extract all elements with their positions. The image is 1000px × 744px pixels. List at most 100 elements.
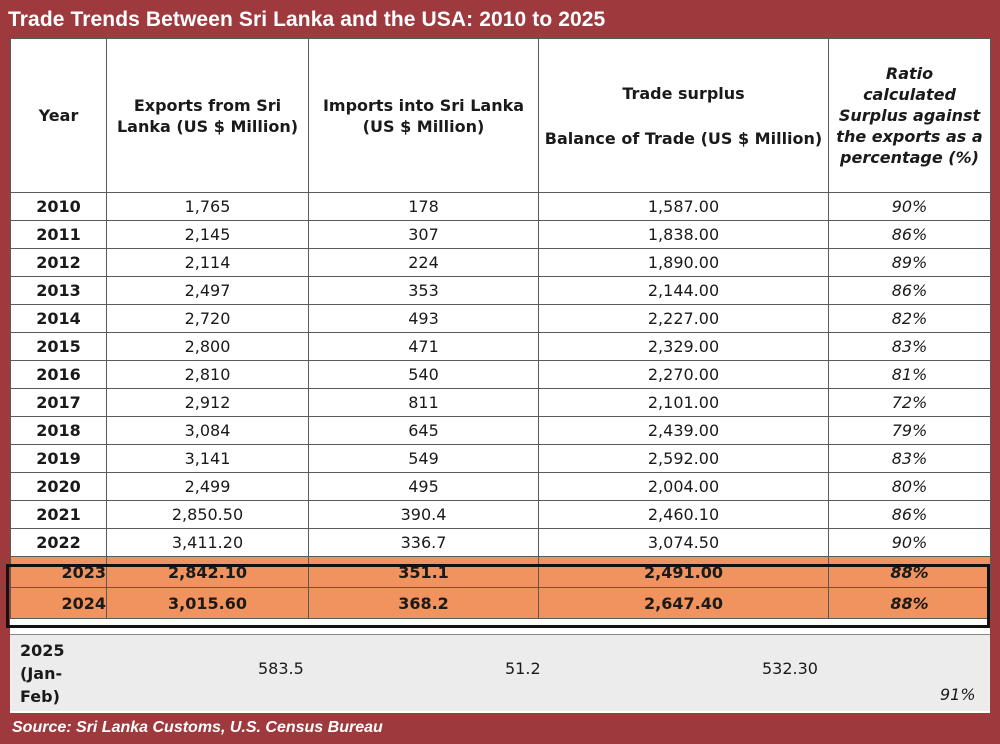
cell-exports: 3,015.60: [106, 587, 309, 619]
table-row: 2017 2,912 811 2,101.00 72%: [10, 388, 991, 417]
cell-exports: 3,084: [106, 416, 309, 445]
table-row: 2023 2,842.10 351.1 2,491.00 88%: [10, 556, 991, 588]
cell-imports: 353: [308, 276, 539, 305]
cell-balance: 2,270.00: [538, 360, 829, 389]
cell-exports: 2,850.50: [106, 500, 309, 529]
row-2025-balance: 532.30: [762, 659, 818, 678]
cell-ratio: 90%: [828, 528, 991, 557]
cell-balance: 2,439.00: [538, 416, 829, 445]
header-row: Year Exports from Sri Lanka (US $ Millio…: [10, 38, 991, 193]
cell-exports: 2,720: [106, 304, 309, 333]
cell-year: 2016: [10, 360, 107, 389]
header-year: Year: [10, 38, 107, 193]
cell-exports: 2,810: [106, 360, 309, 389]
cell-balance: 1,838.00: [538, 220, 829, 249]
table-row: 2015 2,800 471 2,329.00 83%: [10, 332, 991, 361]
cell-year: 2014: [10, 304, 107, 333]
cell-exports: 2,800: [106, 332, 309, 361]
cell-exports: 3,141: [106, 444, 309, 473]
table-row: 2016 2,810 540 2,270.00 81%: [10, 360, 991, 389]
cell-exports: 2,114: [106, 248, 309, 277]
cell-balance: 2,329.00: [538, 332, 829, 361]
cell-balance: 2,227.00: [538, 304, 829, 333]
header-exports: Exports from Sri Lanka (US $ Million): [106, 38, 309, 193]
cell-imports: 351.1: [308, 556, 539, 588]
cell-balance: 2,647.40: [538, 587, 829, 619]
cell-exports: 2,145: [106, 220, 309, 249]
cell-balance: 2,491.00: [538, 556, 829, 588]
cell-balance: 2,592.00: [538, 444, 829, 473]
cell-balance: 2,101.00: [538, 388, 829, 417]
cell-ratio: 79%: [828, 416, 991, 445]
cell-balance: 1,890.00: [538, 248, 829, 277]
table-row: 2019 3,141 549 2,592.00 83%: [10, 444, 991, 473]
cell-ratio: 88%: [828, 587, 991, 619]
cell-imports: 368.2: [308, 587, 539, 619]
cell-imports: 307: [308, 220, 539, 249]
cell-exports: 2,499: [106, 472, 309, 501]
row-2025-imports: 51.2: [505, 659, 541, 678]
cell-imports: 811: [308, 388, 539, 417]
cell-year: 2021: [10, 500, 107, 529]
cell-ratio: 90%: [828, 192, 991, 221]
source-note: Source: Sri Lanka Customs, U.S. Census B…: [12, 719, 383, 736]
cell-year: 2013: [10, 276, 107, 305]
cell-ratio: 80%: [828, 472, 991, 501]
cell-year: 2019: [10, 444, 107, 473]
cell-imports: 336.7: [308, 528, 539, 557]
cell-balance: 2,004.00: [538, 472, 829, 501]
cell-year: 2017: [10, 388, 107, 417]
cell-exports: 2,912: [106, 388, 309, 417]
cell-imports: 471: [308, 332, 539, 361]
chart-title: Trade Trends Between Sri Lanka and the U…: [8, 8, 606, 31]
cell-ratio: 86%: [828, 500, 991, 529]
table-row: 2018 3,084 645 2,439.00 79%: [10, 416, 991, 445]
cell-ratio: 86%: [828, 220, 991, 249]
header-balance-label: Balance of Trade (US $ Million): [544, 128, 823, 148]
cell-imports: 224: [308, 248, 539, 277]
cell-year: 2012: [10, 248, 107, 277]
cell-year: 2024: [10, 587, 107, 619]
cell-year: 2023: [10, 556, 107, 588]
cell-year: 2022: [10, 528, 107, 557]
table-row: 2010 1,765 178 1,587.00 90%: [10, 192, 991, 221]
table-row: 2013 2,497 353 2,144.00 86%: [10, 276, 991, 305]
cell-imports: 540: [308, 360, 539, 389]
cell-balance: 3,074.50: [538, 528, 829, 557]
header-imports: Imports into Sri Lanka (US $ Million): [308, 38, 539, 193]
cell-exports: 1,765: [106, 192, 309, 221]
table-row: 2011 2,145 307 1,838.00 86%: [10, 220, 991, 249]
row-2025-year-line: 2025: [20, 641, 65, 660]
cell-ratio: 89%: [828, 248, 991, 277]
cell-ratio: 72%: [828, 388, 991, 417]
table-row: 2012 2,114 224 1,890.00 89%: [10, 248, 991, 277]
cell-year: 2015: [10, 332, 107, 361]
cell-imports: 390.4: [308, 500, 539, 529]
cell-ratio: 83%: [828, 444, 991, 473]
row-2025-partial: 2025 (Jan- Feb) 583.5 51.2 532.30 91%: [10, 634, 990, 711]
header-ratio-top: Ratio: [885, 64, 934, 83]
cell-balance: 2,460.10: [538, 500, 829, 529]
row-2025-ratio: 91%: [940, 685, 976, 704]
cell-balance: 1,587.00: [538, 192, 829, 221]
cell-imports: 645: [308, 416, 539, 445]
table-body: 2010 1,765 178 1,587.00 90% 2011 2,145 307 1,838…: [10, 192, 991, 619]
cell-imports: 178: [308, 192, 539, 221]
cell-exports: 3,411.20: [106, 528, 309, 557]
table-panel: Year Exports from Sri Lanka (US $ Millio…: [6, 38, 991, 713]
row-2025-year: 2025 (Jan- Feb): [20, 639, 65, 708]
row-2025-exports: 583.5: [258, 659, 304, 678]
header-ratio: Ratio calculated Surplus against the exp…: [828, 38, 991, 193]
table-row: 2021 2,850.50 390.4 2,460.10 86%: [10, 500, 991, 529]
cell-balance: 2,144.00: [538, 276, 829, 305]
table-row: 2014 2,720 493 2,227.00 82%: [10, 304, 991, 333]
header-balance: Trade surplus Balance of Trade (US $ Mil…: [538, 38, 829, 193]
header-balance-top: Trade surplus: [622, 83, 745, 103]
cell-year: 2018: [10, 416, 107, 445]
cell-exports: 2,842.10: [106, 556, 309, 588]
cell-year: 2011: [10, 220, 107, 249]
cell-year: 2020: [10, 472, 107, 501]
table-row: 2024 3,015.60 368.2 2,647.40 88%: [10, 587, 991, 619]
cell-imports: 549: [308, 444, 539, 473]
